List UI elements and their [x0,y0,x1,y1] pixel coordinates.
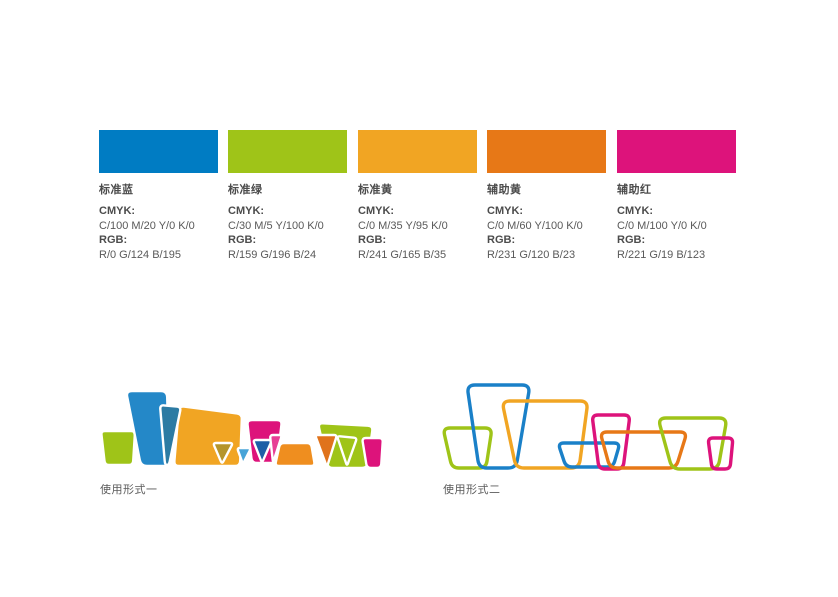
cmyk-value: C/0 M/35 Y/95 K/0 [358,219,448,232]
color-swatch-standard-green [228,130,347,173]
outline-orange-wide-icon [599,430,688,470]
rgb-label: RGB: [617,234,646,246]
color-name: 辅助黄 [487,184,522,196]
cmyk-value: C/100 M/20 Y/0 K/0 [99,219,195,232]
cmyk-value: C/30 M/5 Y/100 K/0 [228,219,324,232]
cup-green-left-icon [100,429,137,467]
usage-form-1-label: 使用形式一 [100,484,158,496]
rgb-value: R/241 G/165 B/35 [358,248,447,261]
color-swatch-standard-yellow [358,130,477,173]
color-spec: CMYK: C/100 M/20 Y/0 K/0 RGB: R/0 G/124 … [99,204,218,262]
color-name: 标准黄 [358,184,393,196]
wedge-olive-icon [212,441,234,464]
cmyk-label: CMYK: [487,205,524,217]
wedge-orange-icon [314,433,338,467]
color-spec: CMYK: C/30 M/5 Y/100 K/0 RGB: R/159 G/19… [228,204,347,262]
cmyk-label: CMYK: [617,205,654,217]
outline-blue-tall-icon [466,383,531,470]
cmyk-value: C/0 M/100 Y/0 K/0 [617,219,707,232]
color-spec: CMYK: C/0 M/35 Y/95 K/0 RGB: R/241 G/165… [358,204,477,262]
cmyk-label: CMYK: [358,205,395,217]
outline-pink-medium-icon [591,413,631,471]
rgb-label: RGB: [228,234,257,246]
color-column-standard-yellow: 标准黄 CMYK: C/0 M/35 Y/95 K/0 RGB: R/241 G… [358,130,477,262]
cmyk-label: CMYK: [99,205,136,217]
color-swatch-auxiliary-red [617,130,736,173]
outline-green-small-icon [442,426,493,470]
color-spec: CMYK: C/0 M/60 Y/100 K/0 RGB: R/231 G/12… [487,204,606,262]
color-swatch-standard-blue [99,130,218,173]
wedge-teal-icon [159,404,182,467]
outline-pink-small-icon [706,436,735,471]
color-column-standard-green: 标准绿 CMYK: C/30 M/5 Y/100 K/0 RGB: R/159 … [228,130,347,262]
color-name: 标准蓝 [99,184,134,196]
color-name: 标准绿 [228,184,263,196]
color-swatch-auxiliary-yellow [487,130,606,173]
color-column-auxiliary-red: 辅助红 CMYK: C/0 M/100 Y/0 K/0 RGB: R/221 G… [617,130,736,262]
color-column-auxiliary-yellow: 辅助黄 CMYK: C/0 M/60 Y/100 K/0 RGB: R/231 … [487,130,606,262]
wedge-pink-icon [269,433,283,463]
wedge-green-icon [336,435,358,466]
color-column-standard-blue: 标准蓝 CMYK: C/100 M/20 Y/0 K/0 RGB: R/0 G/… [99,130,218,262]
usage-form-2-label: 使用形式二 [443,484,501,496]
rgb-label: RGB: [358,234,387,246]
rgb-value: R/221 G/19 B/123 [617,248,706,261]
logo-filled-cups-icon [100,389,384,470]
color-spec: CMYK: C/0 M/100 Y/0 K/0 RGB: R/221 G/19 … [617,204,736,262]
rgb-value: R/231 G/120 B/23 [487,248,576,261]
color-name: 辅助红 [617,184,652,196]
cmyk-label: CMYK: [228,205,265,217]
cmyk-value: C/0 M/60 Y/100 K/0 [487,219,583,232]
logo-outline-cups-icon [442,383,735,471]
rgb-value: R/159 G/196 B/24 [228,248,317,261]
cup-orange-big-icon [173,405,243,468]
outline-green-wide-icon [657,416,728,471]
rgb-label: RGB: [99,234,128,246]
cup-pink-right-icon [361,436,384,470]
trap-orange-icon [274,441,316,468]
rgb-value: R/0 G/124 B/195 [99,248,181,261]
outline-blue-small-icon [557,441,621,469]
rgb-label: RGB: [487,234,516,246]
outline-orange-big-icon [501,399,589,470]
